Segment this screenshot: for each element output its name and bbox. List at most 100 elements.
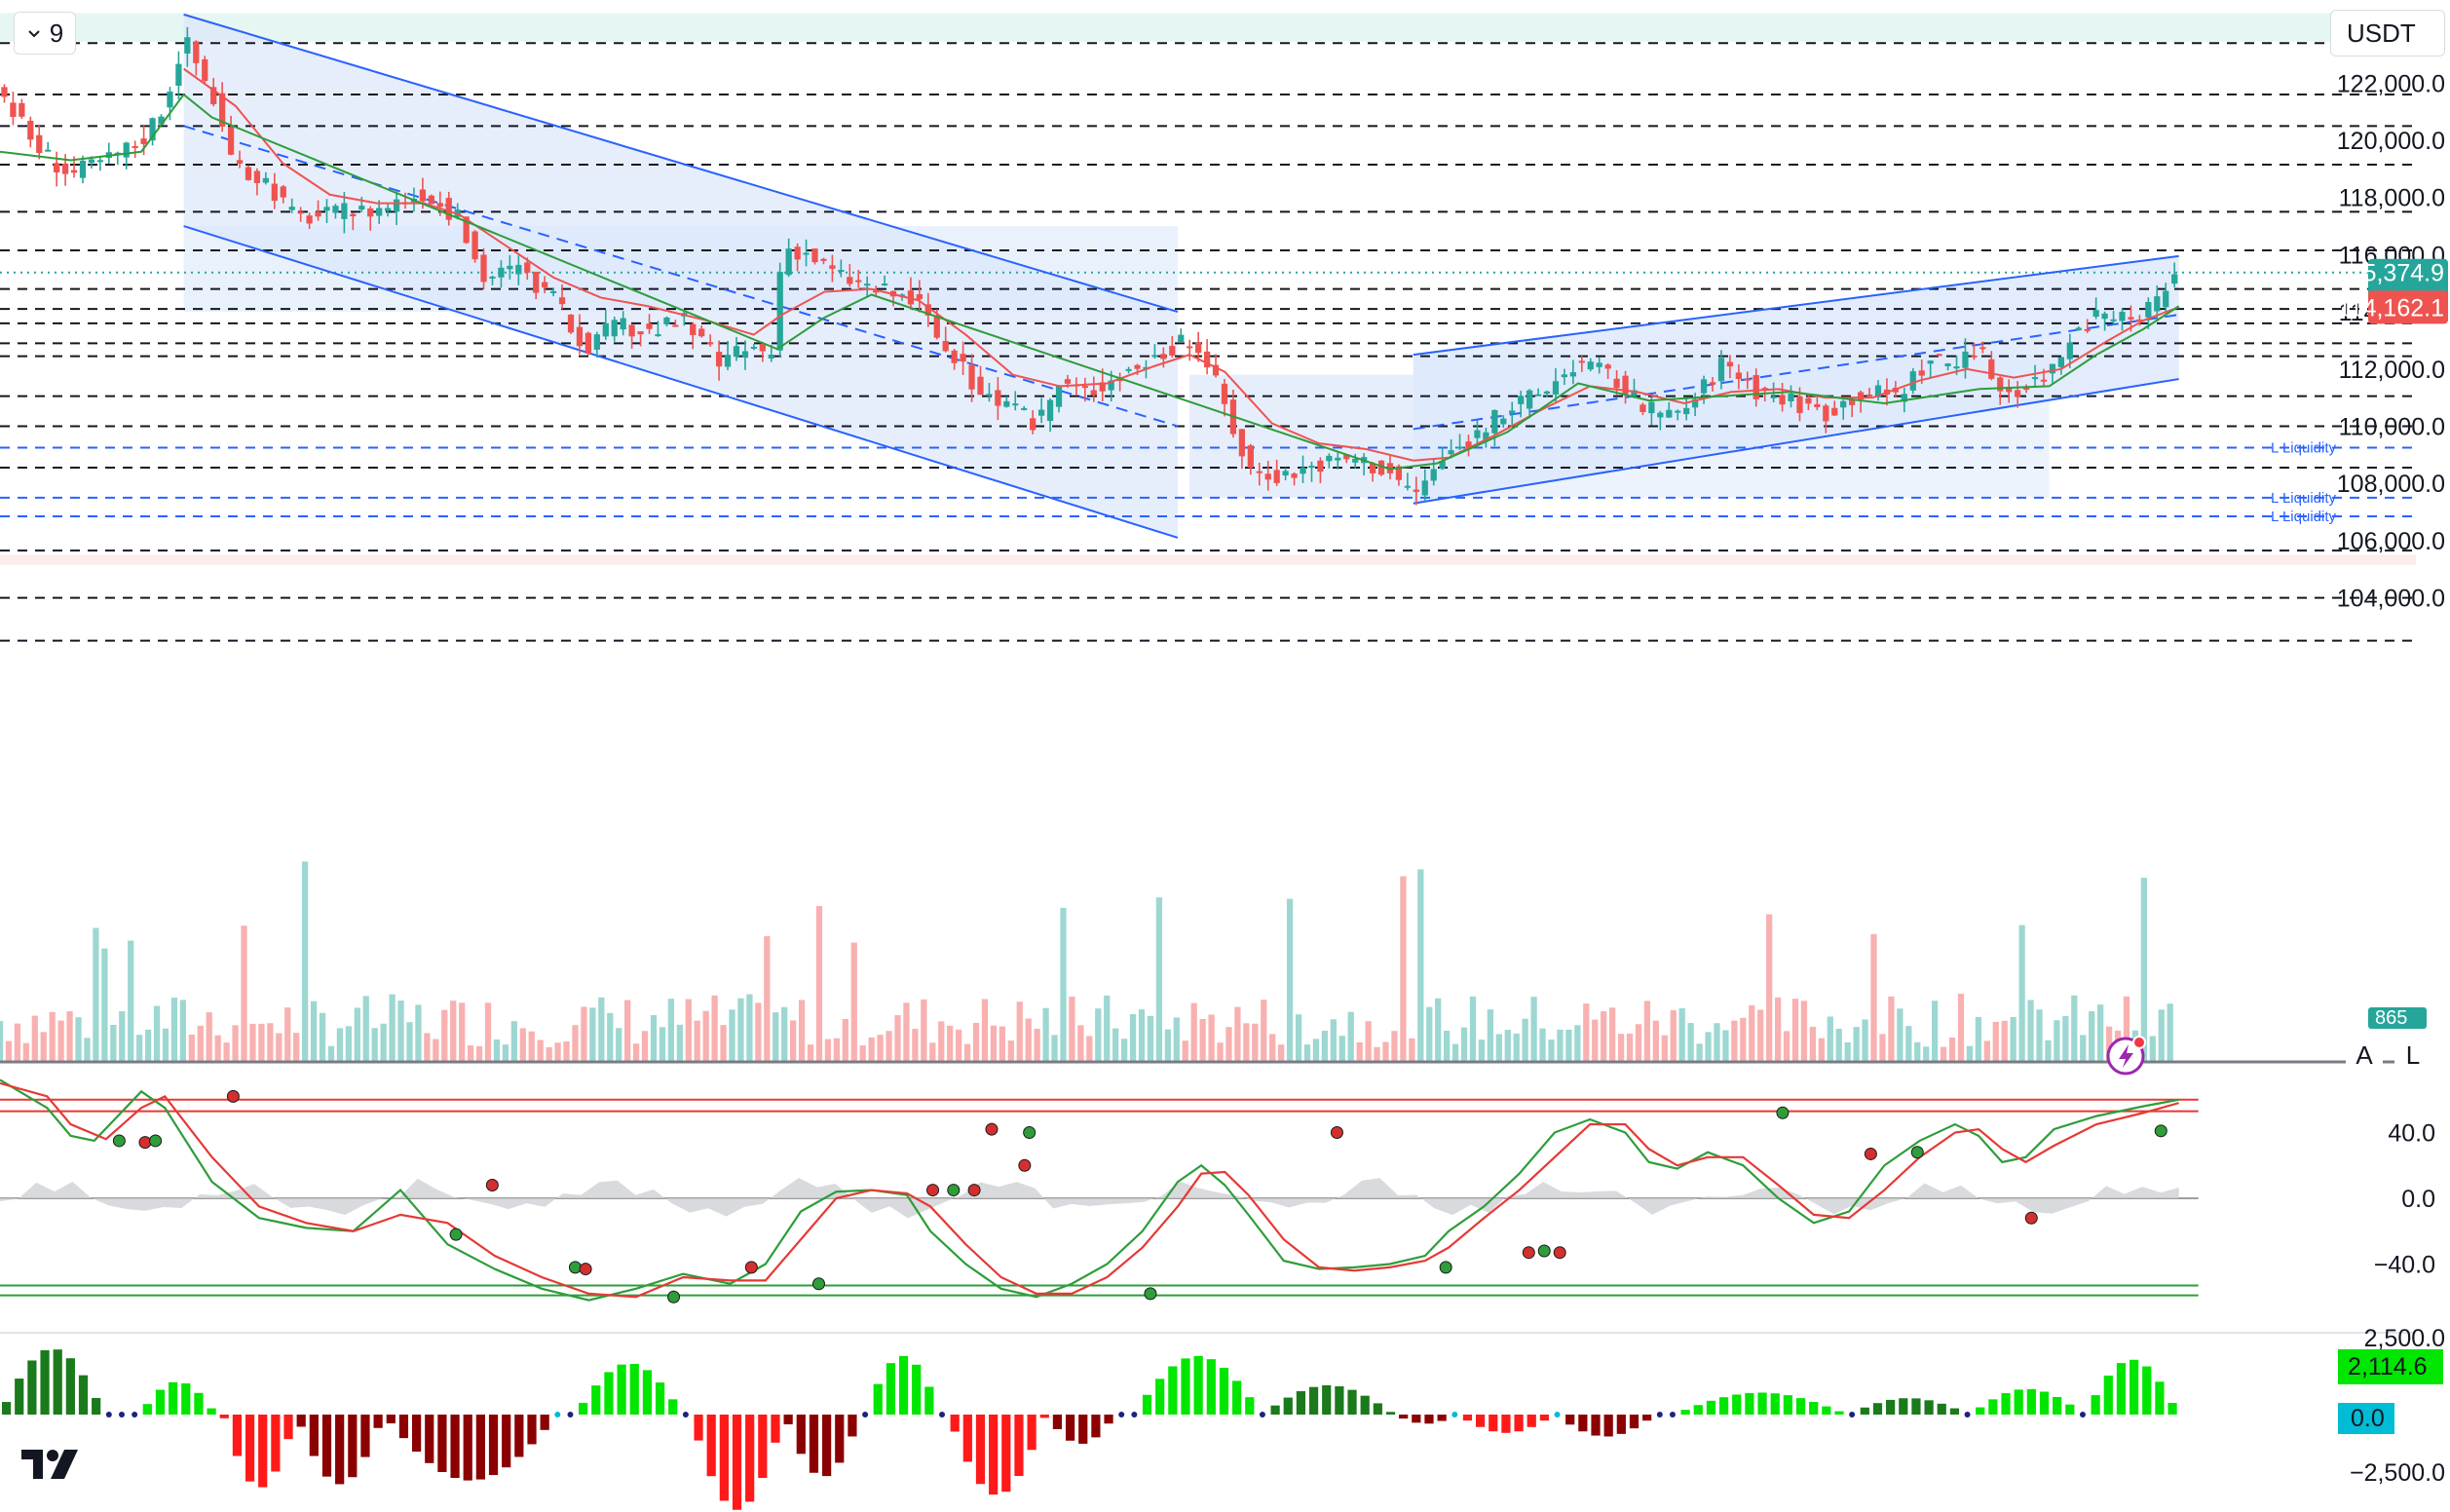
volume-bar	[859, 1045, 866, 1062]
hist-bar	[1937, 1403, 1946, 1415]
candle-body	[358, 206, 365, 210]
candle-body	[1866, 394, 1873, 397]
hist-bar	[848, 1415, 857, 1437]
candle-body	[1343, 454, 1350, 460]
volume-bar	[1025, 1018, 1032, 1062]
volume-bar	[1051, 1035, 1058, 1062]
candle-body	[1326, 455, 1333, 462]
volume-bar	[1182, 1040, 1188, 1062]
candle-body	[1108, 380, 1114, 391]
hist-bar	[694, 1415, 703, 1441]
volume-badge	[2368, 1007, 2427, 1029]
candle-body	[2031, 377, 2039, 380]
cross-marker	[112, 1134, 126, 1148]
hist-zero-dot	[105, 1412, 112, 1418]
volume-bar	[1800, 1001, 1808, 1062]
volume-bar	[798, 1000, 806, 1062]
cross-marker	[449, 1228, 463, 1241]
candle-body	[2075, 327, 2082, 331]
volume-bar	[1844, 1041, 1851, 1062]
volume-bar	[397, 1001, 404, 1062]
candle-body	[907, 290, 915, 305]
price-pane[interactable]: L Liquidity L Liquidity L Liquidity	[0, 13, 2450, 1064]
volume-bar	[1966, 1045, 1974, 1062]
volume-bar	[1199, 1018, 1206, 1062]
candle-body	[2049, 363, 2056, 374]
macd-histogram-pane[interactable]	[1, 1349, 2177, 1510]
hist-bar	[1219, 1367, 1229, 1415]
candle-body	[1709, 382, 1716, 385]
stoch-k-line	[0, 1078, 2179, 1302]
volume-bar	[702, 1010, 709, 1062]
candle-body	[288, 207, 295, 210]
candle-body	[1404, 485, 1412, 488]
candle-body	[1413, 489, 1419, 492]
volume-bar	[624, 1000, 631, 1062]
stochastic-pane[interactable]	[0, 1078, 2450, 1334]
candle-body	[1857, 392, 1865, 400]
hist-bar	[745, 1415, 755, 1502]
hist-bar	[1757, 1392, 1767, 1415]
lightning-icon[interactable]	[2104, 1033, 2149, 1077]
volume-bar	[1164, 1029, 1171, 1062]
volume-bar	[1557, 1029, 1564, 1062]
volume-bar	[1217, 1042, 1224, 1062]
candle-body	[1021, 407, 1028, 410]
candle-body	[1936, 354, 1942, 357]
candle-body	[167, 92, 173, 108]
volume-bar	[1400, 876, 1407, 1062]
cross-marker	[1864, 1147, 1877, 1160]
hist-bar	[386, 1415, 396, 1424]
candle-body	[1587, 361, 1594, 370]
currency-selector[interactable]: USDT	[2330, 10, 2445, 57]
volume-bar	[1617, 1034, 1625, 1062]
candle-body	[2040, 379, 2048, 382]
volume-bar	[1417, 869, 1424, 1062]
volume-bar	[1870, 933, 1877, 1062]
volume-bar	[1120, 1039, 1128, 1062]
candle-body	[1814, 403, 1821, 407]
hist-bar	[835, 1415, 845, 1463]
stoch-tick-label: 0.0	[2401, 1186, 2435, 1213]
hist-bar	[924, 1386, 934, 1415]
candle-body	[1037, 409, 1045, 416]
volume-bar	[824, 1039, 832, 1062]
green-ma-line	[0, 93, 2180, 471]
candle-body	[1971, 355, 1978, 358]
log-scale-button[interactable]: L	[2394, 1035, 2431, 1076]
volume-bar	[1060, 907, 1067, 1062]
hist-bar	[2065, 1404, 2075, 1415]
volume-bar	[868, 1037, 875, 1062]
volume-bar	[947, 1025, 954, 1062]
candle-body	[567, 314, 575, 333]
cross-marker	[1776, 1106, 1790, 1119]
hist-bar	[809, 1415, 819, 1473]
hist-bar	[962, 1415, 972, 1462]
volume-bar	[1208, 1014, 1215, 1062]
hist-bar	[437, 1415, 447, 1472]
auto-scale-button[interactable]: A	[2346, 1035, 2383, 1076]
interval-selector[interactable]: 9	[14, 12, 76, 55]
hist-bar	[1911, 1398, 1921, 1415]
hist-bar	[335, 1415, 345, 1485]
candle-body	[79, 160, 87, 178]
volume-bar	[632, 1043, 640, 1062]
candle-body	[1421, 480, 1428, 496]
volume-bar	[2036, 1009, 2043, 1062]
ascending-channel-upper	[1413, 254, 2179, 357]
volume-bar	[475, 1045, 483, 1062]
volume-bar	[894, 1015, 901, 1062]
hist-bar	[1168, 1366, 1178, 1415]
hist-bar	[1104, 1415, 1113, 1424]
volume-bar	[1330, 1019, 1337, 1062]
candle-body	[262, 177, 270, 183]
candle-body	[1622, 375, 1629, 395]
volume-bar	[963, 1043, 971, 1062]
volume-bar	[1391, 1031, 1398, 1062]
candle-body	[698, 328, 705, 337]
volume-bar	[1495, 1034, 1502, 1062]
candle-body	[1500, 418, 1507, 425]
candle-body	[1151, 355, 1158, 358]
price-axis[interactable]: 122,000.0120,000.0118,000.0116,000.0114,…	[2337, 0, 2450, 1512]
